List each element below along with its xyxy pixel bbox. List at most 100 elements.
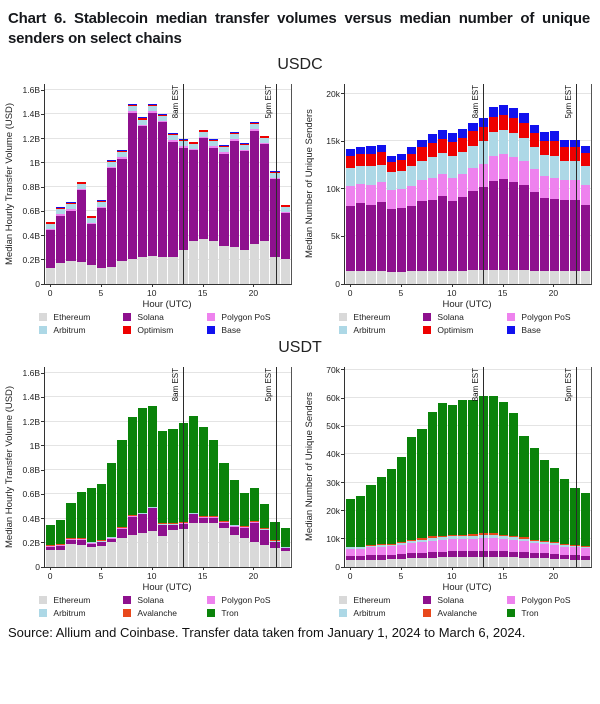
bar-segment-polygon-pos: [56, 214, 66, 216]
bar-segment-avalanche: [229, 524, 239, 526]
x-tick-mark: [50, 566, 52, 570]
bar-segment-optimism: [550, 140, 560, 157]
bar-segment-solana: [580, 204, 590, 272]
bar-segment-tron: [346, 499, 356, 547]
bar-segment-arbitrum: [539, 155, 550, 176]
legend-label-polygon-pos: Polygon PoS: [521, 594, 571, 605]
bar-segment-optimism: [366, 154, 376, 167]
bar-segment-base: [219, 145, 229, 147]
bar-segment-solana: [66, 539, 76, 544]
bar-segment-polygon-pos: [229, 139, 239, 141]
annotation-line-8am-est: [483, 83, 485, 284]
token-title-usdt: USDT: [278, 338, 322, 356]
bar-segment-arbitrum: [458, 535, 468, 540]
bar-hour-23: [580, 367, 590, 567]
bar-segment-arbitrum: [478, 140, 488, 164]
bar-segment-arbitrum: [580, 546, 590, 549]
legend-label-avalanche: Avalanche: [437, 607, 477, 618]
y-tick-label: 0.2B: [22, 537, 41, 548]
bar-segment-avalanche: [397, 542, 407, 544]
bar-segment-arbitrum: [570, 545, 580, 548]
bar-segment-solana: [397, 554, 407, 559]
bar-segment-optimism: [107, 160, 117, 162]
x-tick-label: 15: [497, 570, 508, 581]
y-tick-mark: [341, 140, 344, 142]
x-tick-mark: [400, 566, 402, 570]
bar-segment-solana: [219, 522, 229, 528]
bar-segment-ethereum: [107, 542, 117, 567]
bar-segment-arbitrum: [270, 172, 280, 178]
bar-segment-solana: [570, 199, 580, 272]
bar-segment-ethereum: [229, 535, 239, 567]
bar-segment-polygon-pos: [519, 160, 529, 185]
bar-segment-ethereum: [539, 271, 550, 284]
legend-label-base: Base: [521, 324, 541, 335]
legend-label-ethereum: Ethereum: [53, 311, 91, 322]
bar-hour-19: [539, 367, 550, 567]
bar-segment-optimism: [570, 147, 580, 161]
bar-segment-avalanche: [560, 544, 570, 545]
bar-segment-solana: [178, 147, 188, 250]
y-tick-label: 0.6B: [22, 206, 41, 217]
bar-segment-base: [376, 144, 386, 153]
bar-segment-polygon-pos: [107, 538, 117, 539]
bar-segment-polygon-pos: [397, 545, 407, 555]
bar-segment-base: [260, 135, 270, 137]
bar-segment-optimism: [56, 207, 66, 210]
bar-segment-arbitrum: [407, 540, 417, 544]
legend-label-tron: Tron: [221, 607, 239, 618]
bar-segment-base: [570, 139, 580, 148]
x-tick-label: 10: [147, 570, 157, 581]
bar-segment-optimism: [127, 104, 137, 107]
bar-segment-solana: [280, 213, 290, 260]
bar-segment-polygon-pos: [488, 156, 499, 181]
bar-segment-optimism: [407, 154, 417, 167]
bar-segment-solana: [386, 554, 397, 560]
x-tick-label: 20: [248, 570, 259, 581]
bar-segment-arbitrum: [97, 201, 107, 207]
y-tick-label: 60k: [326, 393, 340, 404]
bar-segment-base: [488, 107, 499, 117]
bar-segment-avalanche: [260, 528, 270, 529]
bar-hour-2: [66, 367, 76, 567]
bar-segment-avalanche: [209, 516, 219, 517]
bar-segment-solana: [127, 112, 137, 260]
bar-hour-5: [397, 367, 407, 567]
bar-segment-base: [519, 113, 529, 123]
bar-segment-arbitrum: [448, 156, 458, 178]
bar-segment-solana: [407, 553, 417, 559]
bar-segment-ethereum: [117, 260, 127, 284]
bar-hour-3: [76, 84, 86, 284]
x-tick-mark: [253, 283, 255, 287]
bar-segment-arbitrum: [437, 537, 448, 540]
bar-segment-polygon-pos: [168, 140, 178, 142]
bar-hour-18: [229, 84, 239, 284]
optimism-swatch-icon: [123, 325, 132, 334]
bar-segment-solana: [209, 147, 219, 242]
bar-segment-optimism: [270, 171, 280, 173]
legend-item-polygon-pos: Polygon PoS: [507, 312, 571, 322]
bar-segment-polygon-pos: [137, 124, 148, 127]
bar-segment-ethereum: [199, 238, 209, 284]
bar-segment-ethereum: [56, 263, 66, 284]
bar-segment-ethereum: [468, 270, 478, 284]
bar-segment-ethereum: [437, 271, 448, 284]
x-tick-label: 20: [548, 570, 559, 581]
bar-segment-arbitrum: [219, 521, 229, 523]
bar-segment-base: [76, 181, 86, 183]
y-tick-label: 0.4B: [22, 230, 41, 241]
bar-segment-arbitrum: [188, 143, 199, 149]
bar-segment-ethereum: [76, 261, 86, 284]
bar-segment-polygon-pos: [56, 545, 66, 546]
bar-segment-ethereum: [158, 256, 168, 284]
bar-segment-arbitrum: [386, 544, 397, 547]
legend-label-avalanche: Avalanche: [137, 607, 177, 618]
tron-swatch-icon: [507, 608, 516, 617]
bar-segment-base: [468, 122, 478, 132]
bar-segment-ethereum: [366, 271, 376, 284]
bar-segment-polygon-pos: [529, 169, 539, 193]
bar-segment-solana: [148, 508, 158, 532]
bars-container: [45, 367, 291, 567]
bar-segment-polygon-pos: [427, 540, 437, 552]
bar-segment-ethereum: [346, 271, 356, 284]
